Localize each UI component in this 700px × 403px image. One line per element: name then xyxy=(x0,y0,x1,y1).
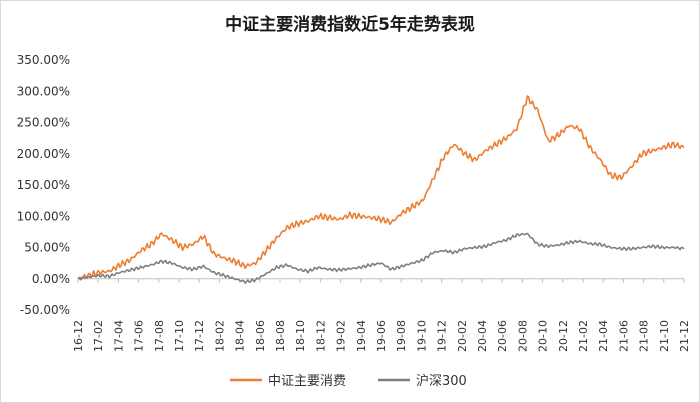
y-tick-label: 200.00% xyxy=(17,147,70,161)
y-axis: 350.00% 300.00% 250.00% 200.00% 150.00% 100.0… xyxy=(17,53,70,317)
x-tick-label: 18-08 xyxy=(274,320,287,352)
x-tick-label: 20-02 xyxy=(456,320,469,352)
x-tick-label: 21-04 xyxy=(597,320,610,352)
x-tick-label: 19-08 xyxy=(395,320,408,352)
y-tick-label: 250.00% xyxy=(17,116,70,130)
x-tick-label: 18-10 xyxy=(294,320,307,352)
x-tick-label: 21-08 xyxy=(638,320,651,352)
series-layer xyxy=(77,95,685,284)
legend-label: 中证主要消费 xyxy=(268,374,346,389)
legend: 中证主要消费 沪深300 xyxy=(230,373,467,389)
series-line-1 xyxy=(77,95,685,280)
x-tick-label: 17-04 xyxy=(112,320,125,352)
y-tick-label: 0.00% xyxy=(32,272,70,286)
x-tick-label: 17-12 xyxy=(193,320,206,352)
x-tick-label: 17-06 xyxy=(133,320,146,352)
y-tick-label: 150.00% xyxy=(17,178,70,192)
x-tick-label: 20-08 xyxy=(516,320,529,352)
x-tick-label: 19-12 xyxy=(436,320,449,352)
x-tick-label: 19-02 xyxy=(335,320,348,352)
x-tick-label: 18-12 xyxy=(314,320,327,352)
x-tick-label: 18-04 xyxy=(234,320,247,352)
x-tick-label: 19-04 xyxy=(355,320,368,352)
x-tick-label: 20-12 xyxy=(557,320,570,352)
x-tick-label: 20-04 xyxy=(476,320,489,352)
y-tick-label: 350.00% xyxy=(17,53,70,67)
x-tick-label: 20-06 xyxy=(496,320,509,352)
y-tick-label: 50.00% xyxy=(24,241,70,255)
x-tick-label: 19-06 xyxy=(375,320,388,352)
chart-title: 中证主要消费指数近5年走势表现 xyxy=(225,15,475,35)
x-axis: 16-12 17-02 17-04 17-06 17-08 17-10 17-12 18-02… xyxy=(72,278,691,352)
x-tick-label: 18-06 xyxy=(254,320,267,352)
x-tick-label: 21-02 xyxy=(577,320,590,352)
x-tick-label: 17-10 xyxy=(173,320,186,352)
x-tick-label: 21-10 xyxy=(658,320,671,352)
y-tick-label: 100.00% xyxy=(17,209,70,223)
series-line-2 xyxy=(77,232,685,284)
x-tick-label: 16-12 xyxy=(72,320,85,352)
x-tick-label: 17-02 xyxy=(92,320,105,352)
x-tick-label: 20-10 xyxy=(537,320,550,352)
x-tick-label: 18-02 xyxy=(213,320,226,352)
y-tick-label: -50.00% xyxy=(20,303,70,317)
x-tick-label: 21-12 xyxy=(678,320,691,352)
x-tick-label: 17-08 xyxy=(153,320,166,352)
y-tick-label: 300.00% xyxy=(17,84,70,98)
x-tick-label: 19-10 xyxy=(415,320,428,352)
x-tick-label: 21-06 xyxy=(617,320,630,352)
legend-label: 沪深300 xyxy=(416,373,467,389)
